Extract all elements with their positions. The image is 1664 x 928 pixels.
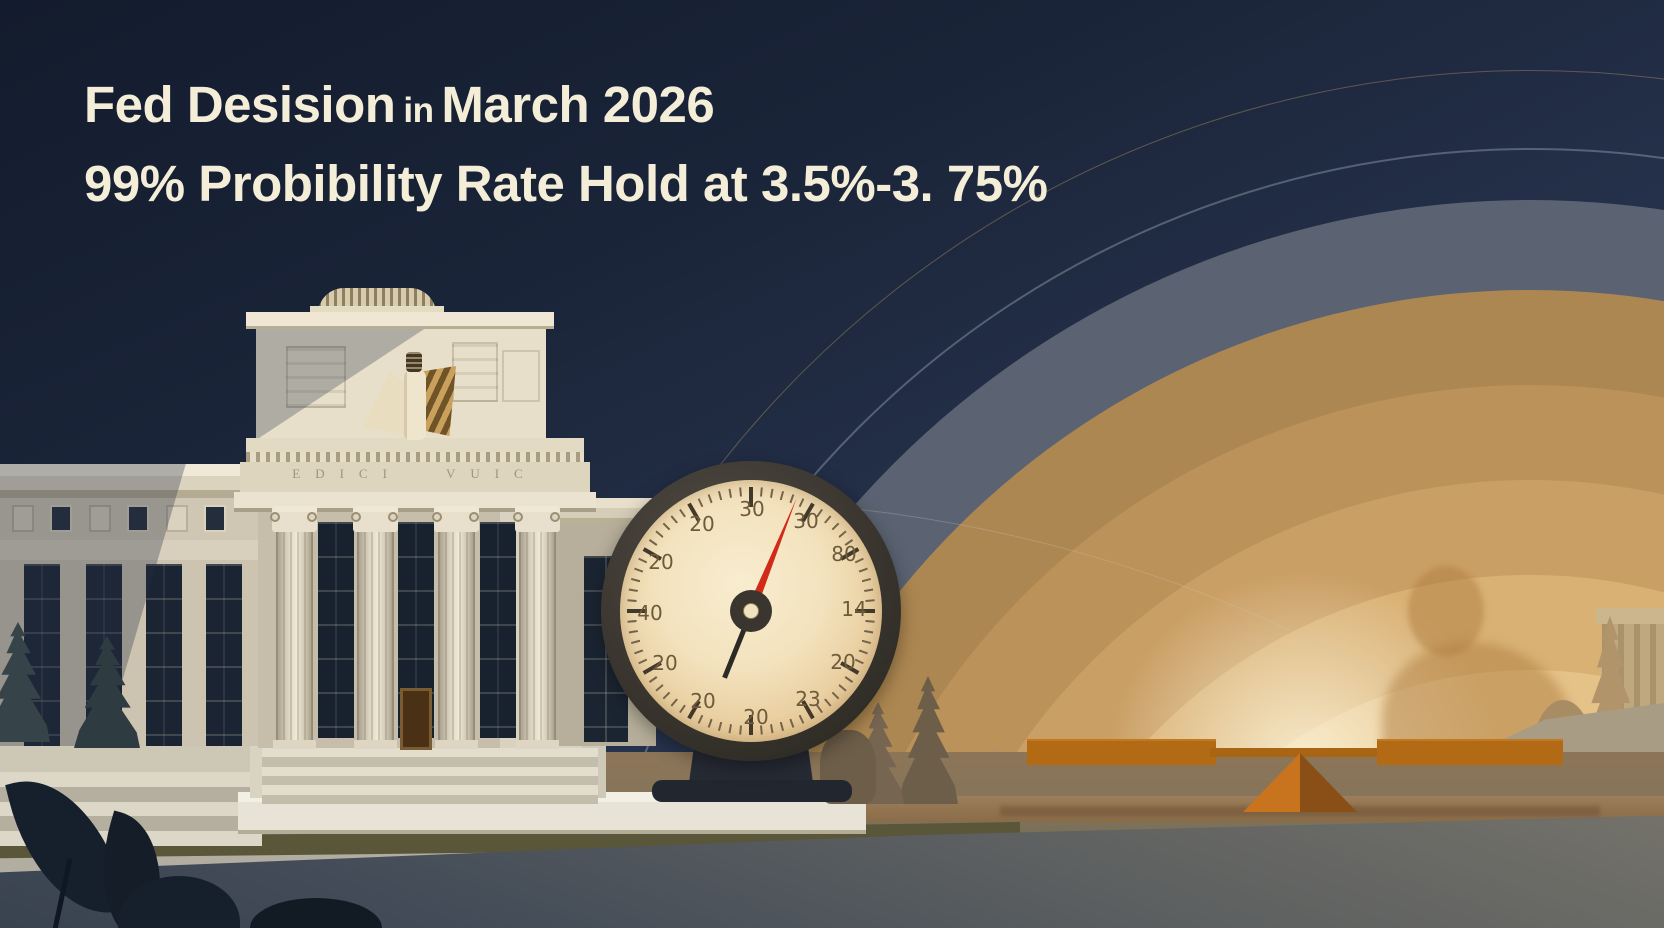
steps-central — [262, 748, 598, 804]
left-wing-cornice — [0, 464, 260, 476]
small-window — [204, 505, 226, 532]
left-wing-small-windows — [0, 498, 258, 540]
headline-line1-part1: Fed Desision — [84, 76, 396, 133]
step — [262, 757, 598, 767]
headline-line1-part2: in — [403, 91, 434, 130]
cornice — [234, 492, 596, 512]
seesaw-beam — [1210, 748, 1382, 757]
gauge-hub-center — [743, 603, 759, 619]
distant-building-cornice — [1596, 608, 1664, 624]
left-wing-cornice-shadow — [0, 490, 260, 498]
right-wing-cornice2 — [548, 508, 660, 518]
gauge-stand-base — [652, 780, 852, 802]
step — [262, 766, 598, 776]
step — [0, 772, 262, 787]
right-wing-cornice3 — [548, 518, 660, 526]
architrave — [246, 438, 584, 452]
dentil-strip — [246, 452, 584, 462]
headline-line2: 99% Probibility Rate Hold at 3.5%-3. 75% — [84, 155, 1048, 212]
attic-cap — [246, 312, 554, 329]
tall-window — [206, 564, 242, 746]
attic-panel — [452, 342, 498, 402]
headline-line1-part3: March 2026 — [441, 76, 715, 133]
seesaw-right-weight — [1377, 739, 1563, 765]
tall-window — [146, 564, 182, 746]
right-wing-cornice — [548, 498, 660, 508]
wall-panel — [12, 505, 34, 532]
attic-panel — [286, 346, 346, 408]
step — [262, 748, 598, 758]
frieze-inscription: EDICI VUIC — [292, 466, 538, 481]
portico-window — [318, 522, 354, 738]
dome-base — [310, 306, 444, 314]
step — [262, 785, 598, 795]
left-wing-cornice-mid — [0, 476, 260, 490]
portico-window — [480, 522, 516, 738]
headline: Fed Desision in March 2026 99% Probibili… — [84, 72, 1384, 217]
seesaw-left-weight — [1027, 739, 1216, 765]
step — [262, 776, 598, 786]
eagle-statue-body — [404, 368, 426, 440]
small-window — [50, 505, 72, 532]
attic-panel — [502, 350, 540, 402]
step — [262, 794, 598, 804]
eagle-statue-head — [406, 352, 422, 372]
person-silhouette-head — [1408, 566, 1484, 656]
small-window — [127, 505, 149, 532]
tall-window — [24, 564, 60, 746]
entrance-door — [400, 688, 432, 750]
headline-line1: Fed Desision in March 2026 — [84, 72, 1384, 151]
wall-panel — [166, 505, 188, 532]
frieze — [240, 462, 590, 492]
wall-panel — [89, 505, 111, 532]
